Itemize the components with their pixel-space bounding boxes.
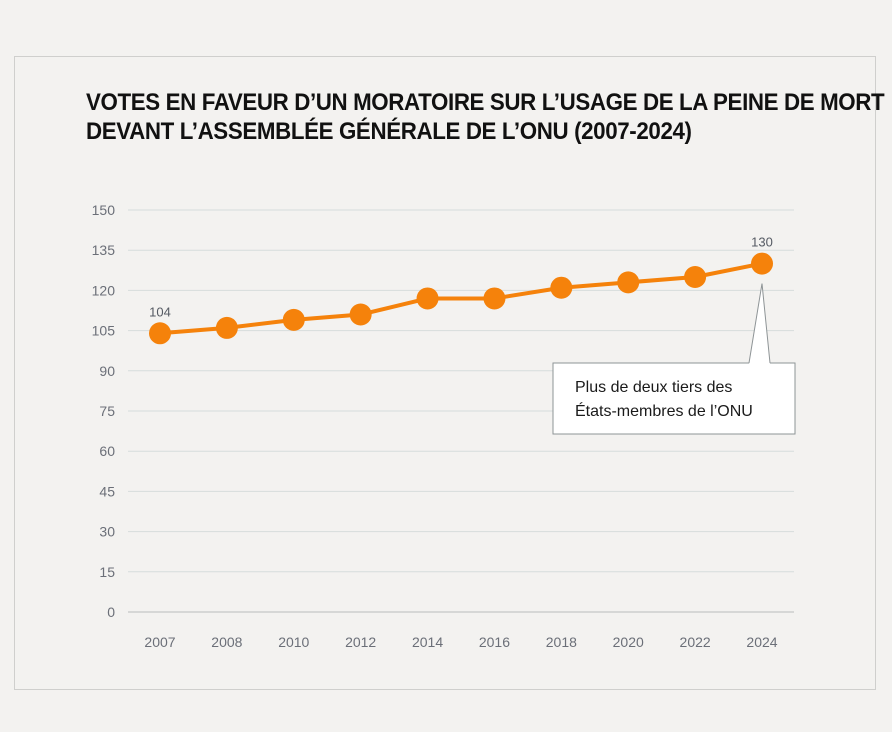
y-tick-label-60: 60: [99, 443, 115, 459]
annotation-text-line-1: Plus de deux tiers des: [575, 379, 732, 396]
data-point-2008: [215, 316, 238, 339]
x-tick-label-2018: 2018: [546, 634, 577, 650]
chart-title-line-1: VOTES EN FAVEUR D’UN MORATOIRE SUR L’USA…: [86, 89, 885, 116]
data-point-2022: [684, 266, 707, 288]
y-tick-label-0: 0: [107, 604, 115, 620]
y-tick-label-105: 105: [92, 323, 116, 339]
series-line: [158, 261, 764, 336]
annotation-callout: Plus de deux tiers des États-membres de l…: [552, 283, 796, 435]
data-labels: 104 130: [149, 235, 773, 320]
annotation-text-line-2: États-membres de l’ONU: [575, 401, 753, 420]
series-line-group: [158, 261, 764, 336]
x-tick-label-2012: 2012: [345, 634, 376, 650]
data-point-2014: [416, 287, 439, 310]
x-tick-label-2007: 2007: [144, 634, 175, 650]
x-tick-label-2014: 2014: [412, 634, 443, 650]
data-label-2007: 104: [149, 304, 171, 319]
y-tick-label-45: 45: [99, 483, 115, 499]
y-axis-tick-labels: 0 15 30 45 60 75 90 105 120 135 150: [92, 202, 116, 620]
x-tick-label-2024: 2024: [746, 634, 777, 650]
x-tick-label-2020: 2020: [613, 634, 644, 650]
y-tick-label-90: 90: [99, 363, 115, 379]
data-point-2012: [349, 303, 372, 326]
data-point-2018: [550, 276, 573, 299]
y-tick-label-75: 75: [99, 403, 115, 419]
y-tick-label-15: 15: [99, 564, 115, 580]
x-tick-label-2022: 2022: [680, 634, 711, 650]
data-point-2010: [282, 308, 305, 331]
chart-title: VOTES EN FAVEUR D’UN MORATOIRE SUR L’USA…: [86, 88, 885, 146]
annotation-box: [552, 362, 796, 435]
x-tick-label-2010: 2010: [278, 634, 309, 650]
data-point-2016: [483, 287, 506, 310]
x-tick-label-2008: 2008: [211, 634, 242, 650]
series-points: [149, 252, 773, 345]
x-tick-label-2016: 2016: [479, 634, 510, 650]
chart-title-line-2: DEVANT L’ASSEMBLÉE GÉNÉRALE DE L’ONU (20…: [86, 118, 692, 145]
data-label-2024: 130: [751, 235, 773, 250]
x-axis-tick-labels: 2007 2008 2010 2012 2014 2016 2018 2020 2022 2024: [144, 634, 777, 650]
y-tick-label-30: 30: [99, 524, 115, 540]
data-point-2020: [617, 271, 640, 294]
annotation-pointer: [748, 283, 771, 364]
y-tick-label-120: 120: [92, 282, 116, 298]
data-point-2007: [149, 322, 171, 345]
gridlines: [128, 209, 794, 613]
data-point-2024: [751, 252, 773, 275]
annotation-pointer-fill: [749, 283, 770, 364]
y-tick-label-150: 150: [92, 202, 116, 218]
y-tick-label-135: 135: [92, 242, 116, 258]
